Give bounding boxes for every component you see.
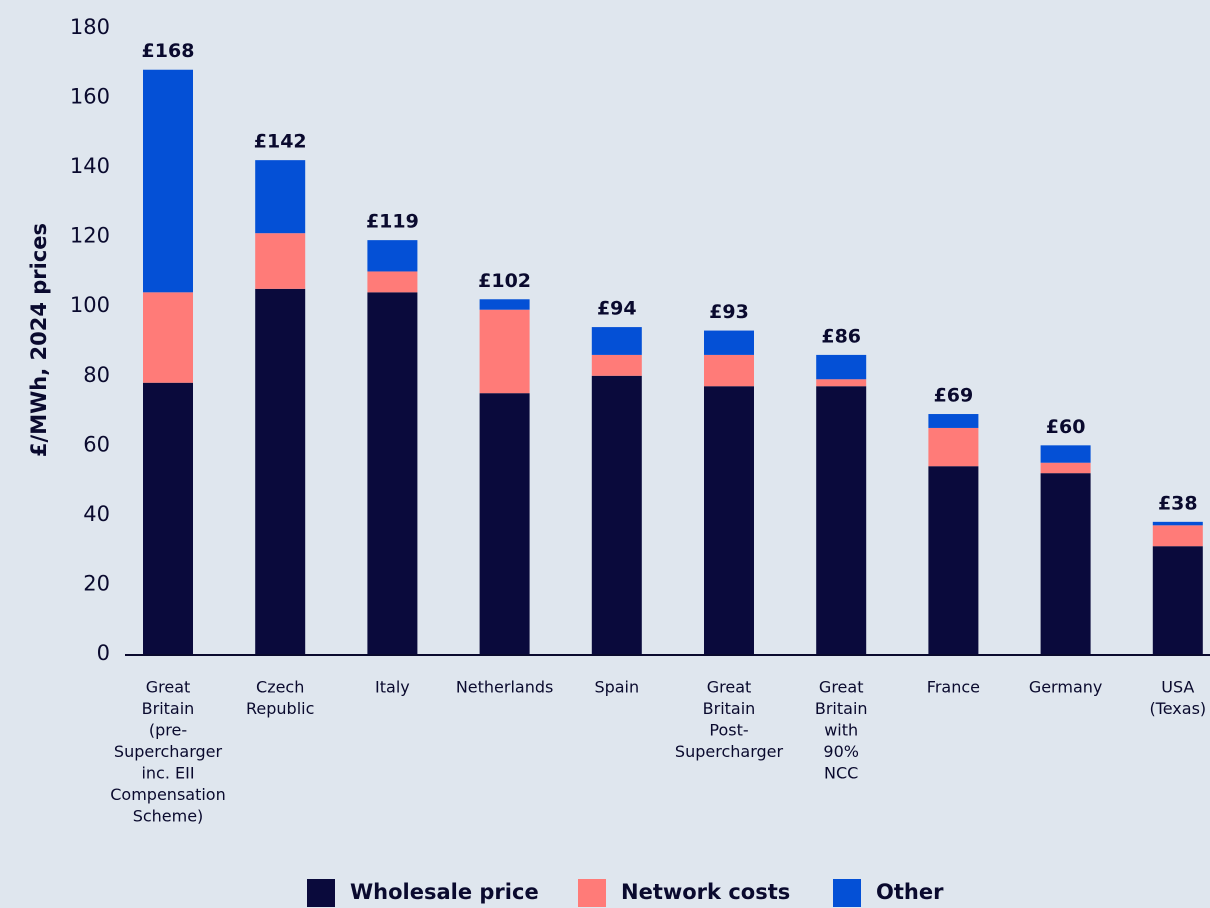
x-tick-label: USA xyxy=(1161,678,1194,697)
y-tick-label: 0 xyxy=(97,641,110,665)
x-tick-label: Spain xyxy=(594,678,639,697)
y-axis-label: £/MWh, 2024 prices xyxy=(27,223,51,457)
x-tick-label: 90% xyxy=(823,742,859,761)
bar-segment xyxy=(367,292,418,654)
x-tick-label: Great xyxy=(146,678,191,697)
legend-label: Other xyxy=(876,880,944,904)
bar-segment xyxy=(591,375,642,654)
bar-segment xyxy=(255,233,306,289)
bar-segment xyxy=(255,160,306,234)
legend-swatch xyxy=(307,879,335,907)
bar-segment xyxy=(1040,445,1091,463)
total-label: £69 xyxy=(934,385,974,407)
x-tick-label: Great xyxy=(707,678,752,697)
x-tick-label: Britain xyxy=(703,699,756,718)
bar-segment xyxy=(479,393,530,654)
bar-segment xyxy=(1040,462,1091,474)
legend-label: Wholesale price xyxy=(350,880,539,904)
total-label: £60 xyxy=(1046,416,1086,438)
bar-segment xyxy=(1040,473,1091,654)
bar-segment xyxy=(1152,525,1203,547)
bar-segment xyxy=(143,69,193,293)
total-label: £86 xyxy=(821,325,861,347)
total-label: £142 xyxy=(254,131,307,153)
x-tick-label: Germany xyxy=(1029,678,1103,697)
bar-segment xyxy=(704,354,754,387)
y-tick-label: 140 xyxy=(70,154,110,178)
x-tick-label: Compensation xyxy=(110,785,225,804)
total-label: £93 xyxy=(709,301,749,323)
x-tick-label: Netherlands xyxy=(456,678,554,697)
y-tick-label: 60 xyxy=(83,432,110,456)
total-label: £102 xyxy=(478,270,531,292)
bar-segment xyxy=(816,386,867,654)
x-tick-label: Britain xyxy=(815,699,868,718)
bar-segment xyxy=(928,414,979,428)
bar-segment xyxy=(928,427,979,467)
legend-swatch xyxy=(578,879,606,907)
bar-segment xyxy=(367,240,418,272)
x-tick-label: with xyxy=(824,721,858,740)
bar-segment xyxy=(143,382,193,654)
bar-segment xyxy=(255,288,306,654)
bar-segment xyxy=(704,330,754,355)
x-tick-label: (pre- xyxy=(149,721,187,740)
total-label: £38 xyxy=(1158,492,1198,514)
bar-segment xyxy=(704,386,754,654)
x-tick-label: Scheme) xyxy=(133,807,204,826)
x-tick-label: Italy xyxy=(375,678,410,697)
y-tick-label: 80 xyxy=(83,363,110,387)
y-tick-label: 180 xyxy=(70,15,110,39)
bar-segment xyxy=(591,354,642,376)
total-label: £94 xyxy=(597,298,637,320)
x-tick-label: Supercharger xyxy=(114,742,223,761)
legend-swatch xyxy=(833,879,861,907)
x-tick-label: Czech xyxy=(256,678,304,697)
x-tick-label: inc. EII xyxy=(141,764,194,783)
bar-segment xyxy=(928,466,979,654)
bar-segment xyxy=(367,271,418,293)
x-tick-label: France xyxy=(927,678,980,697)
x-tick-label: Britain xyxy=(142,699,195,718)
total-label: £168 xyxy=(142,40,195,62)
bar-segment xyxy=(816,354,867,380)
total-label: £119 xyxy=(366,211,419,233)
bar-segment xyxy=(479,299,530,310)
x-tick-label: Post- xyxy=(709,721,748,740)
bar-segment xyxy=(816,379,867,387)
x-tick-label: (Texas) xyxy=(1149,699,1206,718)
x-tick-label: Great xyxy=(819,678,864,697)
x-tick-label: Republic xyxy=(246,699,314,718)
y-tick-label: 100 xyxy=(70,293,110,317)
y-tick-label: 160 xyxy=(70,85,110,109)
bar-segment xyxy=(591,327,642,355)
y-tick-label: 40 xyxy=(83,502,110,526)
legend-label: Network costs xyxy=(621,880,790,904)
x-tick-label: Supercharger xyxy=(675,742,784,761)
bar-segment xyxy=(1152,521,1203,526)
y-tick-label: 20 xyxy=(83,571,110,595)
bar-segment xyxy=(143,292,193,383)
y-tick-label: 120 xyxy=(70,224,110,248)
bar-segment xyxy=(1152,546,1203,654)
bar-segment xyxy=(479,309,530,394)
x-tick-label: NCC xyxy=(824,764,858,783)
